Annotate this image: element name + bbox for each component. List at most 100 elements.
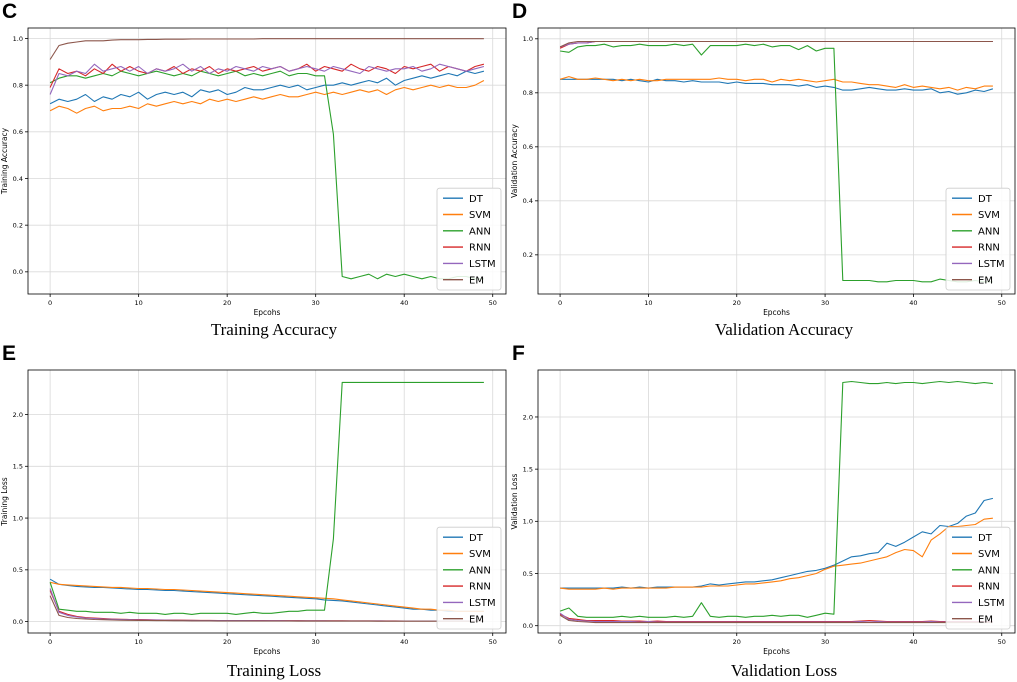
panel-c-ytick-label: 1.0 <box>13 35 23 43</box>
panel-d-xtick-label: 30 <box>821 299 829 307</box>
panel-d-xtick-label: 10 <box>644 299 652 307</box>
panel-f-series-em <box>559 614 993 624</box>
panel-label-e: E <box>2 342 17 365</box>
panel-c-series-ann <box>49 70 484 280</box>
panel-d-series-svm <box>559 76 993 91</box>
panel-e-xtick-label: 0 <box>48 638 52 646</box>
panel-c-ytick-label: 0.6 <box>13 128 23 136</box>
panel-c-xlabel: Epcohs <box>254 308 281 317</box>
panel-f-legend-label-lstm: LSTM <box>978 598 1005 609</box>
panel-d-ytick-label: 1.0 <box>523 35 533 43</box>
panel-e-series-ann <box>49 381 484 615</box>
panel-c-legend-label-ann: ANN <box>469 226 491 237</box>
panel-e-legend-box <box>436 526 502 630</box>
panel-e-legend-label-ann: ANN <box>469 565 491 576</box>
panel-c-legend-label-lstm: LSTM <box>469 259 496 270</box>
panel-c-axes-frame <box>27 27 507 295</box>
panel-d-legend-label-lstm: LSTM <box>978 259 1005 270</box>
panel-d-legend-box <box>945 187 1011 291</box>
panel-d-ytick-label: 0.6 <box>523 143 533 151</box>
panel-f-legend-label-dt: DT <box>978 533 993 544</box>
panel-f-series-dt <box>560 497 994 589</box>
panel-f-xtick-label: 0 <box>558 638 562 646</box>
panel-c-xtick-label: 40 <box>400 299 408 307</box>
panel-d-legend-label-em: EM <box>978 275 993 286</box>
panel-d-ytick-label: 0.4 <box>523 197 533 205</box>
panel-c-legend-box <box>436 187 502 291</box>
panel-f-ytick-label: 1.5 <box>523 465 533 473</box>
panel-c-legend-label-rnn: RNN <box>469 243 491 254</box>
caption-validation-accuracy: Validation Accuracy <box>714 320 854 339</box>
panel-d-axes-frame <box>537 27 1016 295</box>
panel-f-legend-label-em: EM <box>978 614 993 625</box>
panel-d-series-em <box>559 40 993 48</box>
panel-e-ytick-label: 0.0 <box>13 618 23 626</box>
panel-e-legend-label-rnn: RNN <box>469 582 491 593</box>
panel-d-legend-label-svm: SVM <box>978 210 1000 221</box>
panel-f-ytick-label: 0.0 <box>523 622 533 630</box>
panel-c-series-dt <box>49 70 485 105</box>
panel-label-c: C <box>2 0 18 23</box>
panel-e-xtick-label: 40 <box>400 638 408 646</box>
panel-label-f: F <box>512 342 525 365</box>
panel-f-xtick-label: 30 <box>821 638 829 646</box>
panel-d-legend-label-ann: ANN <box>978 226 1000 237</box>
panel-e-legend-label-lstm: LSTM <box>469 598 496 609</box>
panel-d-xtick-label: 50 <box>998 299 1006 307</box>
panel-e-legend-label-svm: SVM <box>469 549 491 560</box>
panel-e-series-lstm <box>49 588 484 622</box>
panel-d-series-dt <box>560 78 994 95</box>
panel-c-ytick-label: 0.2 <box>13 221 23 229</box>
panel-f-legend-box <box>945 526 1011 630</box>
panel-e-ytick-label: 1.5 <box>13 463 23 471</box>
panel-e-xtick-label: 20 <box>223 638 231 646</box>
panel-f-xlabel: Epcohs <box>763 647 790 656</box>
panel-f-ytick-label: 1.0 <box>523 518 533 526</box>
panel-f-series-svm <box>560 517 993 590</box>
panel-e-series-svm <box>49 581 484 612</box>
panel-e-xtick-label: 30 <box>312 638 320 646</box>
panel-c-series-svm <box>49 80 485 114</box>
panel-c-xtick-label: 0 <box>48 299 52 307</box>
panel-c-xtick-label: 20 <box>223 299 231 307</box>
panel-e-ytick-label: 1.0 <box>13 514 23 522</box>
panel-e-series-em <box>49 595 484 622</box>
panel-c-xtick-label: 30 <box>312 299 320 307</box>
panel-d-series-rnn <box>559 40 993 49</box>
panel-f-xtick-label: 10 <box>644 638 652 646</box>
panel-e-ylabel: Training Loss <box>0 477 9 527</box>
panel-f-ytick-label: 0.5 <box>523 570 533 578</box>
panel-d-legend-label-dt: DT <box>978 194 993 205</box>
panel-c-series-lstm <box>49 63 485 95</box>
panel-c-ylabel: Training Accuracy <box>0 127 9 195</box>
panel-f-ylabel: Validation Loss <box>510 473 519 529</box>
panel-e-legend-label-dt: DT <box>469 533 484 544</box>
panel-f-legend-label-svm: SVM <box>978 549 1000 560</box>
panel-d-xtick-label: 0 <box>558 299 562 307</box>
panel-c-ytick-label: 0.4 <box>13 175 23 183</box>
caption-validation-loss: Validation Loss <box>730 661 838 680</box>
panel-c-legend-label-em: EM <box>469 275 484 286</box>
panel-d-xtick-label: 40 <box>909 299 917 307</box>
panel-d-ytick-label: 0.8 <box>523 89 533 97</box>
panel-f-series-ann <box>559 380 993 618</box>
panel-label-d: D <box>512 0 528 23</box>
panel-d-legend-label-rnn: RNN <box>978 243 1000 254</box>
panel-e-xlabel: Epcohs <box>254 647 281 656</box>
panel-f-legend-label-rnn: RNN <box>978 582 1000 593</box>
panel-f-ytick-label: 2.0 <box>523 413 533 421</box>
panel-c-series-em <box>49 38 484 60</box>
panel-c-xtick-label: 10 <box>135 299 143 307</box>
panel-e-xtick-label: 10 <box>135 638 143 646</box>
panel-e-xtick-label: 50 <box>489 638 497 646</box>
caption-training-accuracy: Training Accuracy <box>210 320 338 339</box>
panel-e-ytick-label: 2.0 <box>13 411 23 419</box>
panel-f-legend-label-ann: ANN <box>978 565 1000 576</box>
panel-d-xlabel: Epcohs <box>763 308 790 317</box>
panel-e-axes-frame <box>27 369 507 634</box>
panel-c-legend-label-dt: DT <box>469 194 484 205</box>
panel-f-axes-frame <box>537 369 1016 634</box>
panel-f-xtick-label: 50 <box>998 638 1006 646</box>
panel-c-xtick-label: 50 <box>489 299 497 307</box>
